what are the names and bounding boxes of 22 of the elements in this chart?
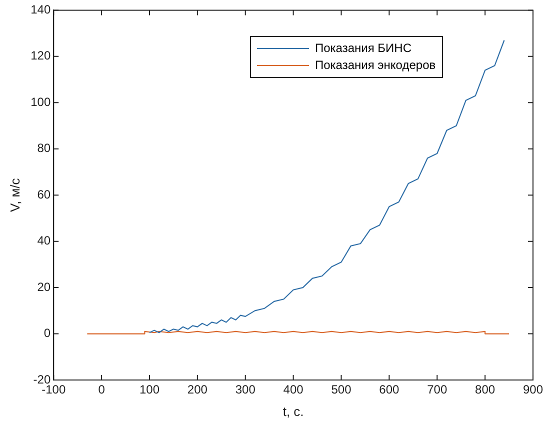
- y-tick-label: 60: [37, 187, 51, 202]
- legend-label: Показания БИНС: [314, 40, 412, 58]
- y-tick-label: 0: [44, 326, 51, 340]
- x-tick-label: 400: [283, 382, 304, 397]
- y-tick-label: 20: [37, 280, 51, 294]
- y-tick-label: 140: [30, 2, 51, 17]
- x-tick-label: 200: [187, 382, 208, 397]
- x-tick-label: 600: [379, 382, 400, 397]
- y-tick-label: 120: [30, 48, 51, 63]
- x-tick-label: 900: [522, 382, 544, 397]
- y-tick-label: 100: [30, 94, 51, 109]
- x-tick-label: 300: [235, 382, 256, 397]
- x-tick-label: 800: [475, 382, 496, 397]
- x-tick-label: 0: [98, 382, 106, 397]
- y-tick-label: 80: [37, 141, 51, 156]
- x-tick-label: 500: [331, 382, 352, 397]
- x-tick-label: 700: [427, 382, 448, 397]
- y-axis-title: V, м/с: [7, 178, 22, 212]
- y-tick-label: 40: [37, 234, 51, 248]
- x-axis-title: t, с.: [282, 404, 304, 419]
- x-tick-label: 100: [139, 382, 160, 397]
- legend-label: Показания энкодеров: [314, 57, 436, 74]
